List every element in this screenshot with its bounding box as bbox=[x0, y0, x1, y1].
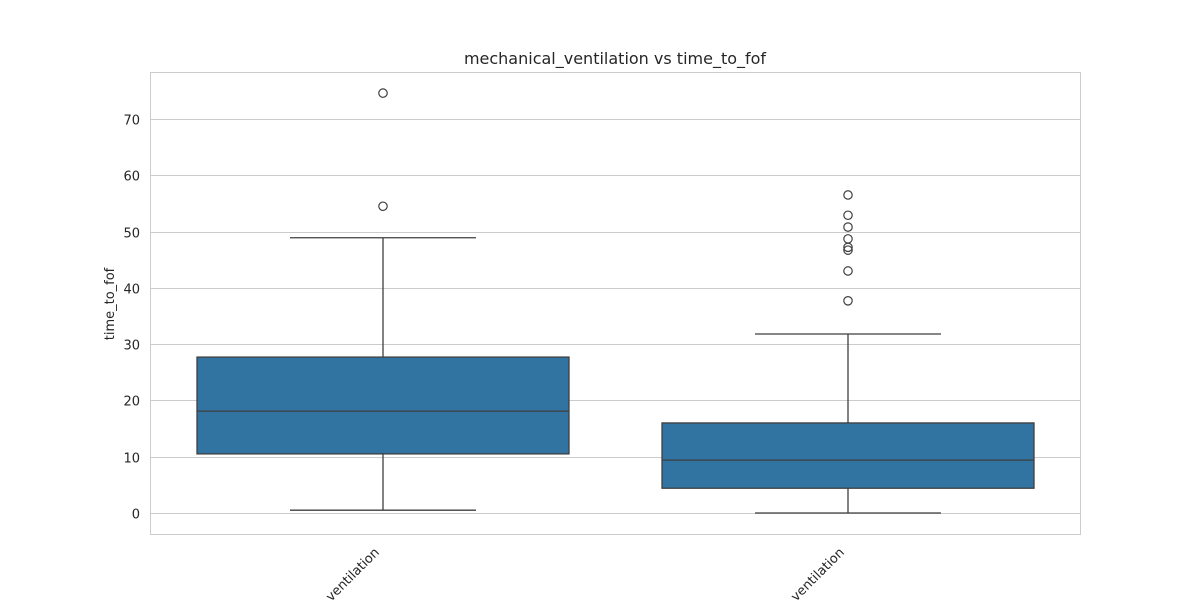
iqr-box bbox=[196, 356, 570, 455]
y-axis-label: time_to_fof bbox=[103, 267, 118, 340]
outlier-point bbox=[378, 88, 388, 98]
outlier-point bbox=[378, 201, 388, 212]
plot-frame bbox=[150, 72, 1081, 535]
outlier-point bbox=[843, 210, 853, 221]
y-axis-ticks: 0 10 20 30 40 50 60 70 bbox=[123, 114, 140, 523]
outlier-point bbox=[843, 234, 853, 244]
y-tick-label: 50 bbox=[123, 227, 140, 242]
outlier-point bbox=[843, 222, 853, 232]
x-tick-label: ventilation bbox=[788, 545, 847, 600]
y-tick-label: 0 bbox=[132, 508, 140, 523]
outlier-point bbox=[843, 190, 853, 200]
y-tick-label: 30 bbox=[123, 339, 140, 354]
y-tick-label: 20 bbox=[123, 395, 140, 410]
y-tick-label: 60 bbox=[123, 170, 140, 185]
box-plot-2 bbox=[661, 190, 1035, 514]
x-tick-label: ventilation bbox=[323, 545, 382, 600]
y-tick-label: 40 bbox=[123, 283, 140, 298]
outlier-point bbox=[843, 266, 853, 276]
x-axis-ticks: ventilation ventilation bbox=[323, 545, 847, 600]
chart-title: mechanical_ventilation vs time_to_fof bbox=[464, 49, 766, 69]
outlier-point bbox=[843, 296, 853, 306]
y-tick-label: 70 bbox=[123, 114, 140, 129]
box-plot-1 bbox=[196, 88, 570, 511]
box-plots bbox=[196, 88, 1035, 514]
iqr-box bbox=[661, 422, 1035, 489]
y-tick-label: 10 bbox=[123, 452, 140, 467]
outlier-point bbox=[843, 245, 853, 255]
